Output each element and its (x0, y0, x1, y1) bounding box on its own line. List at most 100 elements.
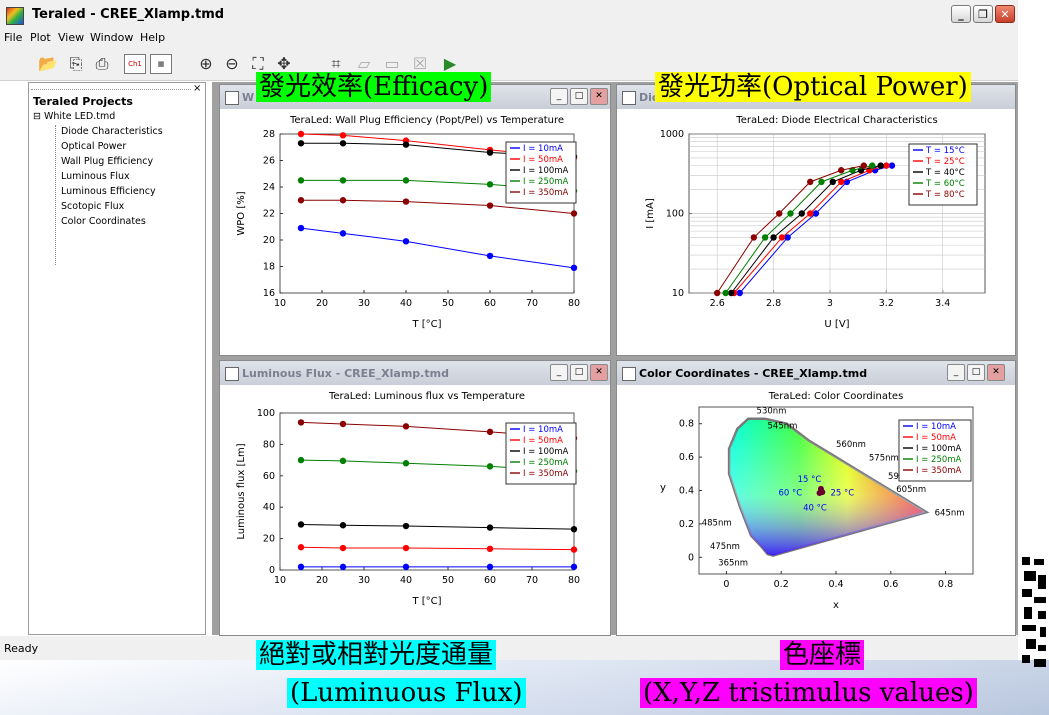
data-point (402, 563, 410, 571)
y-tick-label: 0 (269, 565, 275, 576)
menu-plot[interactable]: Plot (30, 31, 51, 44)
tree-root-item[interactable]: ⊟ White LED.tmd (33, 111, 115, 122)
pan-icon[interactable]: ✥ (277, 54, 291, 73)
x-tick-label: 30 (358, 298, 370, 309)
x-tick-label: 0.6 (883, 579, 898, 590)
wpe-maximize-button[interactable]: □ (570, 88, 588, 105)
chart-icon[interactable]: ▱ (357, 54, 371, 73)
data-point (297, 140, 305, 147)
chart-window-icon (225, 367, 239, 381)
data-point (297, 544, 305, 551)
y-tick-label: 20 (263, 235, 275, 246)
data-point (297, 177, 305, 184)
chart-cross-icon[interactable]: ☒ (412, 54, 428, 73)
wavelength-label: 365nm (718, 559, 748, 569)
legend-label: I = 100mA (916, 444, 962, 454)
zoom-fit-icon[interactable]: ⛶ (252, 54, 264, 73)
print-icon[interactable]: ⎙ (95, 54, 109, 73)
menu-window[interactable]: Window (90, 31, 134, 44)
color-minimize-button[interactable]: _ (947, 364, 965, 381)
cie-diagram-shade (729, 418, 927, 556)
flux-close-button[interactable]: ✕ (590, 364, 608, 381)
color-window-titlebar[interactable]: Color Coordinates - CREE_Xlamp.tmd _ □ ✕ (617, 361, 1015, 385)
menu-bar: File Plot View Window Help (0, 30, 1018, 46)
open-folder-icon[interactable]: 📂 (38, 54, 58, 73)
collapse-icon[interactable]: ⊟ (33, 111, 44, 122)
tree-line (55, 125, 56, 265)
y-axis-label: Luminous flux [Lm] (236, 443, 247, 539)
menu-file[interactable]: File (4, 31, 23, 44)
zoom-in-icon[interactable]: ⊕ (199, 54, 213, 73)
data-point (869, 162, 876, 169)
data-point (818, 178, 825, 186)
data-point (807, 178, 814, 186)
data-point (770, 234, 777, 241)
color-window-title: Color Coordinates - CREE_Xlamp.tmd (639, 367, 868, 380)
data-point (486, 463, 494, 470)
x-tick-label: 0.4 (828, 579, 843, 590)
data-point (819, 489, 826, 496)
tree-item-color-coords[interactable]: Color Coordinates (61, 216, 146, 227)
menu-help[interactable]: Help (140, 31, 166, 44)
y-tick-label: 20 (263, 534, 275, 545)
x-tick-label: 70 (526, 575, 538, 586)
ch1-button[interactable]: Ch1 (124, 54, 146, 74)
tree-item-optical-power[interactable]: Optical Power (61, 141, 127, 152)
status-text: Ready (4, 642, 39, 655)
flux-maximize-button[interactable]: □ (570, 364, 588, 381)
data-point (297, 130, 305, 138)
y-tick-label: 60 (263, 471, 275, 482)
x-tick-label: 50 (442, 298, 454, 309)
x-tick-label: 3 (827, 298, 833, 309)
tree-item-diode[interactable]: Diode Characteristics (61, 126, 163, 137)
wpe-close-button[interactable]: ✕ (590, 88, 608, 105)
color-close-button[interactable]: ✕ (987, 364, 1005, 381)
run-icon[interactable]: ▶ (443, 54, 457, 73)
data-point (486, 563, 494, 571)
menu-view[interactable]: View (58, 31, 85, 44)
data-point (486, 524, 494, 531)
color-window[interactable]: Color Coordinates - CREE_Xlamp.tmd _ □ ✕… (616, 360, 1016, 636)
x-tick-label: 3.4 (935, 298, 950, 309)
restore-button[interactable]: ❐ (973, 5, 993, 23)
flux-window-titlebar[interactable]: Luminous Flux - CREE_Xlamp.tmd _ □ ✕ (220, 361, 610, 385)
chart-window-icon (622, 91, 636, 105)
copy-icon[interactable]: ⎘ (69, 54, 83, 73)
data-point (486, 428, 494, 436)
minimize-button[interactable]: _ (951, 5, 971, 23)
data-table-icon[interactable]: ▦ (150, 54, 172, 74)
grid-icon[interactable]: ⌗ (331, 54, 341, 73)
tree-item-luminous-eff[interactable]: Luminous Efficiency (61, 186, 156, 197)
chart-line-icon[interactable]: ▭ (384, 54, 400, 73)
zoom-out-icon[interactable]: ⊖ (225, 54, 239, 73)
flux-minimize-button[interactable]: _ (550, 364, 568, 381)
chart-title: TeraLed: Color Coordinates (768, 391, 904, 402)
legend-label: T = 40°C (925, 168, 965, 178)
tree-item-scotopic[interactable]: Scotopic Flux (61, 201, 125, 212)
x-tick-label: 0 (723, 579, 729, 590)
close-button[interactable]: ✕ (995, 5, 1015, 23)
x-tick-label: 40 (400, 575, 412, 586)
window-title: Teraled - CREE_Xlamp.tmd (32, 7, 225, 22)
wpe-window[interactable]: W _ □ ✕ TeraLed: Wall Plug Efficiency (P… (219, 84, 611, 356)
legend-label: T = 15°C (925, 146, 965, 156)
series-line (725, 165, 873, 294)
wpe-minimize-button[interactable]: _ (550, 88, 568, 105)
color-maximize-button[interactable]: □ (967, 364, 985, 381)
data-point (778, 234, 786, 241)
diode-window[interactable]: Dio TeraLed: Diode Electrical Characteri… (616, 84, 1016, 356)
tree-item-wall-plug[interactable]: Wall Plug Efficiency (61, 156, 154, 167)
data-point (838, 167, 845, 174)
y-tick-label: 0.4 (679, 486, 694, 497)
panel-close-icon[interactable]: × (193, 83, 202, 94)
overlay-color-en: (X,Y,Z tristimulus values) (640, 678, 977, 708)
temperature-label: 40 °C (803, 504, 827, 514)
projects-title: Teraled Projects (33, 95, 133, 108)
x-tick-label: 80 (568, 575, 580, 586)
tree-item-luminous-flux[interactable]: Luminous Flux (61, 171, 130, 182)
flux-window[interactable]: Luminous Flux - CREE_Xlamp.tmd _ □ ✕ Ter… (219, 360, 611, 636)
x-tick-label: 50 (442, 575, 454, 586)
x-tick-label: 60 (484, 575, 496, 586)
y-tick-label: 100 (257, 408, 275, 419)
legend-label: I = 50mA (916, 433, 956, 443)
